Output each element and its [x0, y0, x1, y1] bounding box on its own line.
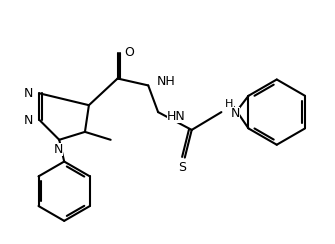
- Text: NH: NH: [157, 75, 176, 88]
- Text: HN: HN: [167, 110, 186, 122]
- Text: N: N: [54, 143, 63, 156]
- Text: H: H: [225, 99, 234, 109]
- Text: N: N: [230, 107, 240, 120]
- Text: N: N: [24, 113, 34, 127]
- Text: N: N: [24, 87, 34, 100]
- Text: S: S: [178, 161, 186, 174]
- Text: O: O: [125, 46, 134, 59]
